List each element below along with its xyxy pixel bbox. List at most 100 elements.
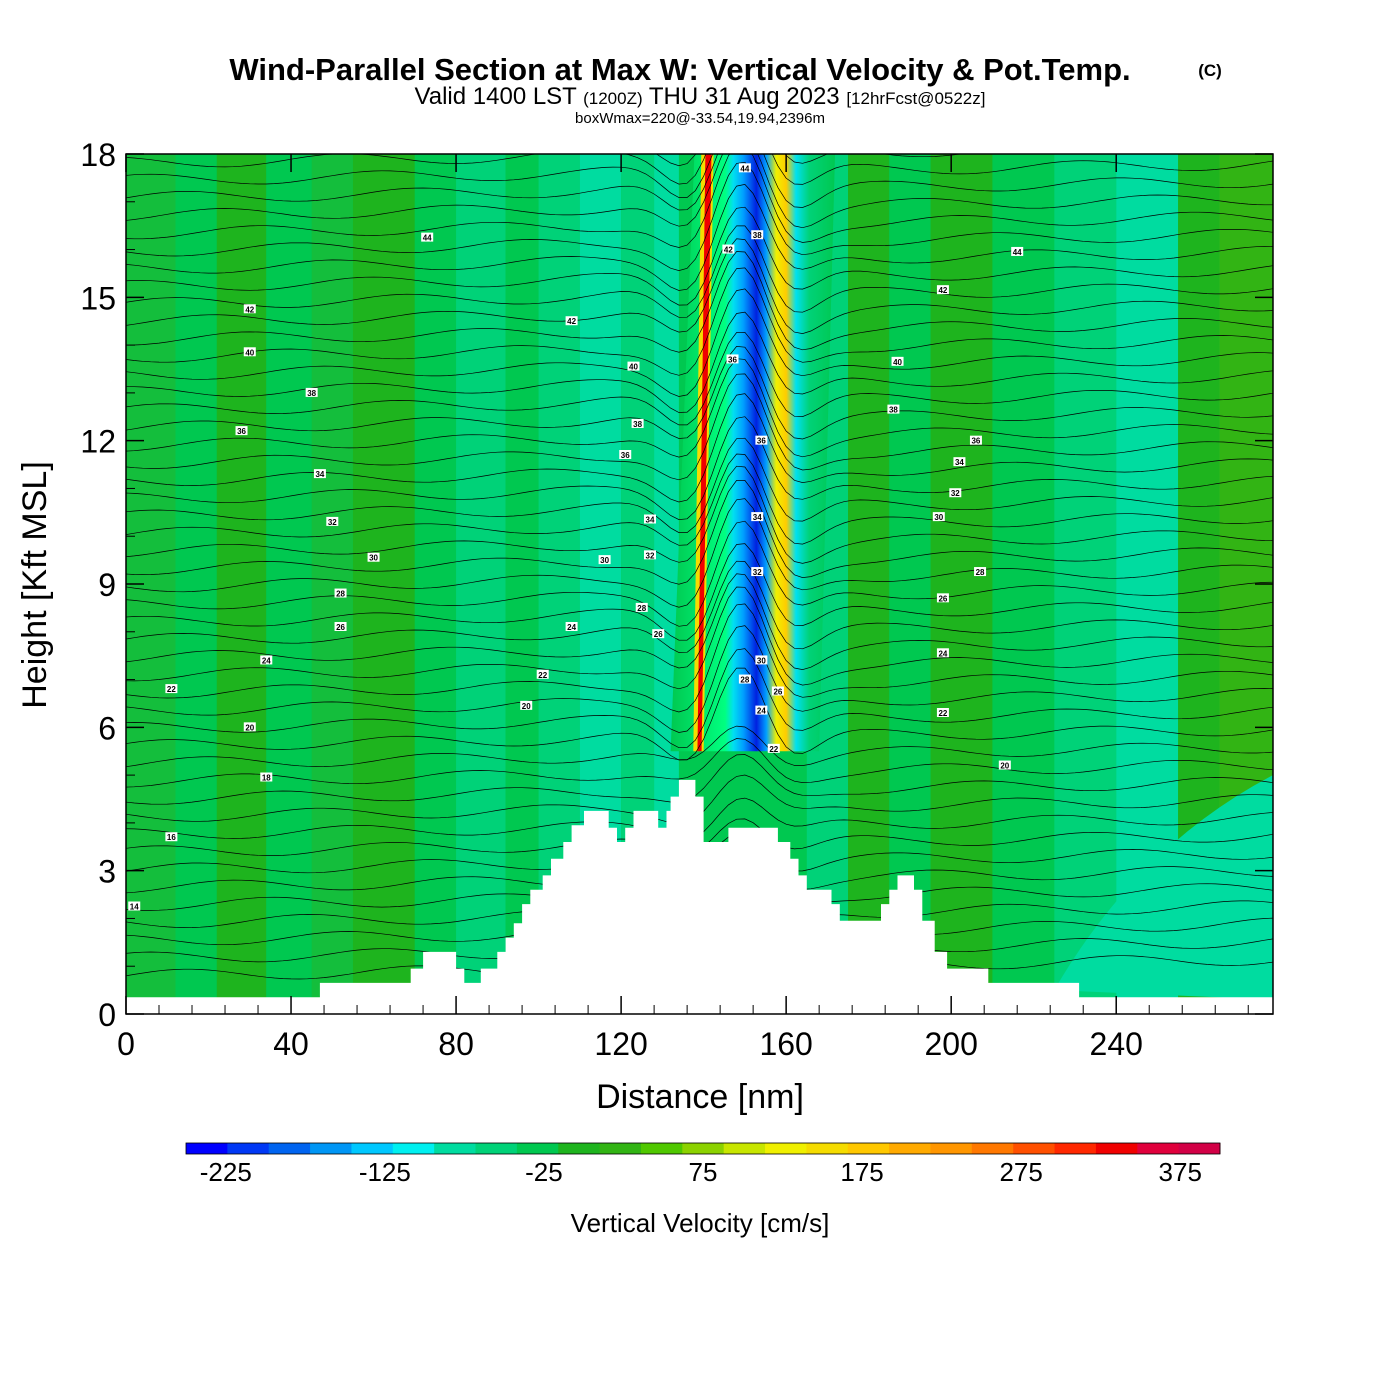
contour-label-bg <box>421 232 434 242</box>
theta-contour-line <box>126 465 1273 564</box>
theta-contour-line <box>126 738 1273 788</box>
contour-label-bg <box>936 648 949 658</box>
theta-contour-line <box>126 437 1273 533</box>
contour-label-text: 36 <box>757 437 766 446</box>
contour-label-bg <box>738 674 751 684</box>
contour-label-text: 30 <box>600 556 609 565</box>
contour-label: 36 <box>619 450 632 460</box>
colorbar-swatch <box>1137 1143 1180 1154</box>
contour-label-text: 40 <box>245 348 254 357</box>
contour-label-text: 36 <box>971 437 980 446</box>
contour-label-text: 34 <box>646 516 655 525</box>
colorbar-swatch <box>765 1143 807 1154</box>
velocity-band <box>930 154 993 1014</box>
colorbar-swatch <box>930 1143 973 1154</box>
contour-label-text: 34 <box>753 513 762 522</box>
theta-contour-line <box>126 154 1273 198</box>
contour-label-text: 38 <box>633 420 642 429</box>
contour-label: 16 <box>165 832 178 842</box>
contour-label-bg <box>243 722 256 732</box>
contour-label-text: 36 <box>621 451 630 460</box>
contour-label: 30 <box>367 552 380 563</box>
colorbar-swatch <box>806 1143 849 1154</box>
theta-contour-line <box>126 267 1273 376</box>
contour-label: 22 <box>936 708 949 718</box>
theta-contour-line <box>126 603 1273 713</box>
theta-contour-line <box>126 251 1273 353</box>
contour-label: 40 <box>891 356 904 367</box>
contour-label-text: 44 <box>423 234 432 243</box>
contour-label-text: 36 <box>728 355 737 364</box>
theta-contour-line <box>126 288 1273 397</box>
contour-label-text: 42 <box>724 246 733 255</box>
theta-contour-line <box>126 586 1273 690</box>
theta-contour-line <box>126 373 1273 481</box>
theta-contour-line <box>126 754 1273 805</box>
colorbar-tick-label: 375 <box>1159 1157 1202 1187</box>
contour-label-text: 36 <box>237 427 246 436</box>
theta-contour-line <box>126 498 1273 608</box>
y-tick-label: 9 <box>98 567 116 603</box>
contour-label: 34 <box>751 512 764 522</box>
contour-label-text: 20 <box>245 723 254 732</box>
contour-label: 36 <box>755 435 768 446</box>
velocity-band <box>889 154 931 1014</box>
theta-contour-line <box>126 331 1273 426</box>
contour-label-text: 20 <box>1000 762 1009 771</box>
contour-label-bg <box>751 512 764 522</box>
contour-label-bg <box>755 705 768 715</box>
contour-label-text: 42 <box>245 305 254 314</box>
colorbar-swatch <box>847 1143 890 1154</box>
contour-label: 26 <box>334 622 347 632</box>
contour-label: 44 <box>1011 246 1024 257</box>
theta-contour-line <box>126 358 1273 458</box>
theta-contour-line <box>126 154 1273 211</box>
contour-label-text: 30 <box>934 513 943 522</box>
contour-label: 34 <box>953 457 966 467</box>
contour-label-text: 18 <box>262 774 271 783</box>
contour-label-bg <box>652 629 665 639</box>
contour-label-text: 22 <box>167 685 176 694</box>
contour-label: 28 <box>334 588 347 599</box>
colorbar: -225 -125 -25 75 175 275 375 <box>185 1142 1221 1187</box>
contour-label-bg <box>565 316 578 326</box>
contour-label-text: 24 <box>262 656 271 665</box>
contour-label: 20 <box>998 760 1011 771</box>
contour-label: 30 <box>598 555 611 565</box>
x-tick-label: 80 <box>438 1026 474 1062</box>
theta-contour-line <box>126 667 1273 761</box>
contour-label-text: 28 <box>976 568 985 577</box>
contour-label: 32 <box>751 567 764 577</box>
contour-label: 42 <box>936 285 949 295</box>
contour-label-bg <box>334 588 347 598</box>
contour-label: 44 <box>421 232 434 243</box>
velocity-band <box>1054 154 1117 1014</box>
contour-label-bg <box>631 418 644 428</box>
contour-label-bg <box>738 163 751 173</box>
contour-label-text: 24 <box>938 649 947 658</box>
contour-label: 38 <box>751 230 764 240</box>
contour-label-bg <box>891 356 904 366</box>
colorbar-swatch <box>682 1143 725 1154</box>
contour-label-bg <box>260 655 273 665</box>
contour-label: 38 <box>887 404 900 415</box>
contour-label-bg <box>643 514 656 524</box>
contour-label: 22 <box>767 743 780 754</box>
colorbar-swatch <box>558 1143 601 1154</box>
contour-label-bg <box>165 684 178 694</box>
contour-label: 20 <box>520 700 533 711</box>
contour-label-text: 22 <box>538 671 547 680</box>
contour-label-text: 34 <box>315 470 324 479</box>
contour-label-bg <box>326 516 339 526</box>
x-axis-label: Distance [nm] <box>596 1078 804 1116</box>
contour-label-bg <box>260 772 273 782</box>
contour-label-text: 38 <box>889 406 898 415</box>
contour-label-bg <box>643 550 656 560</box>
contour-label-bg <box>771 686 784 696</box>
colorbar-swatch <box>434 1143 477 1154</box>
colorbar-swatch <box>971 1143 1014 1154</box>
contour-label-text: 20 <box>522 702 531 711</box>
y-tick-label: 6 <box>98 710 116 746</box>
contour-label-bg <box>334 622 347 631</box>
theta-contour-line <box>126 416 1273 520</box>
